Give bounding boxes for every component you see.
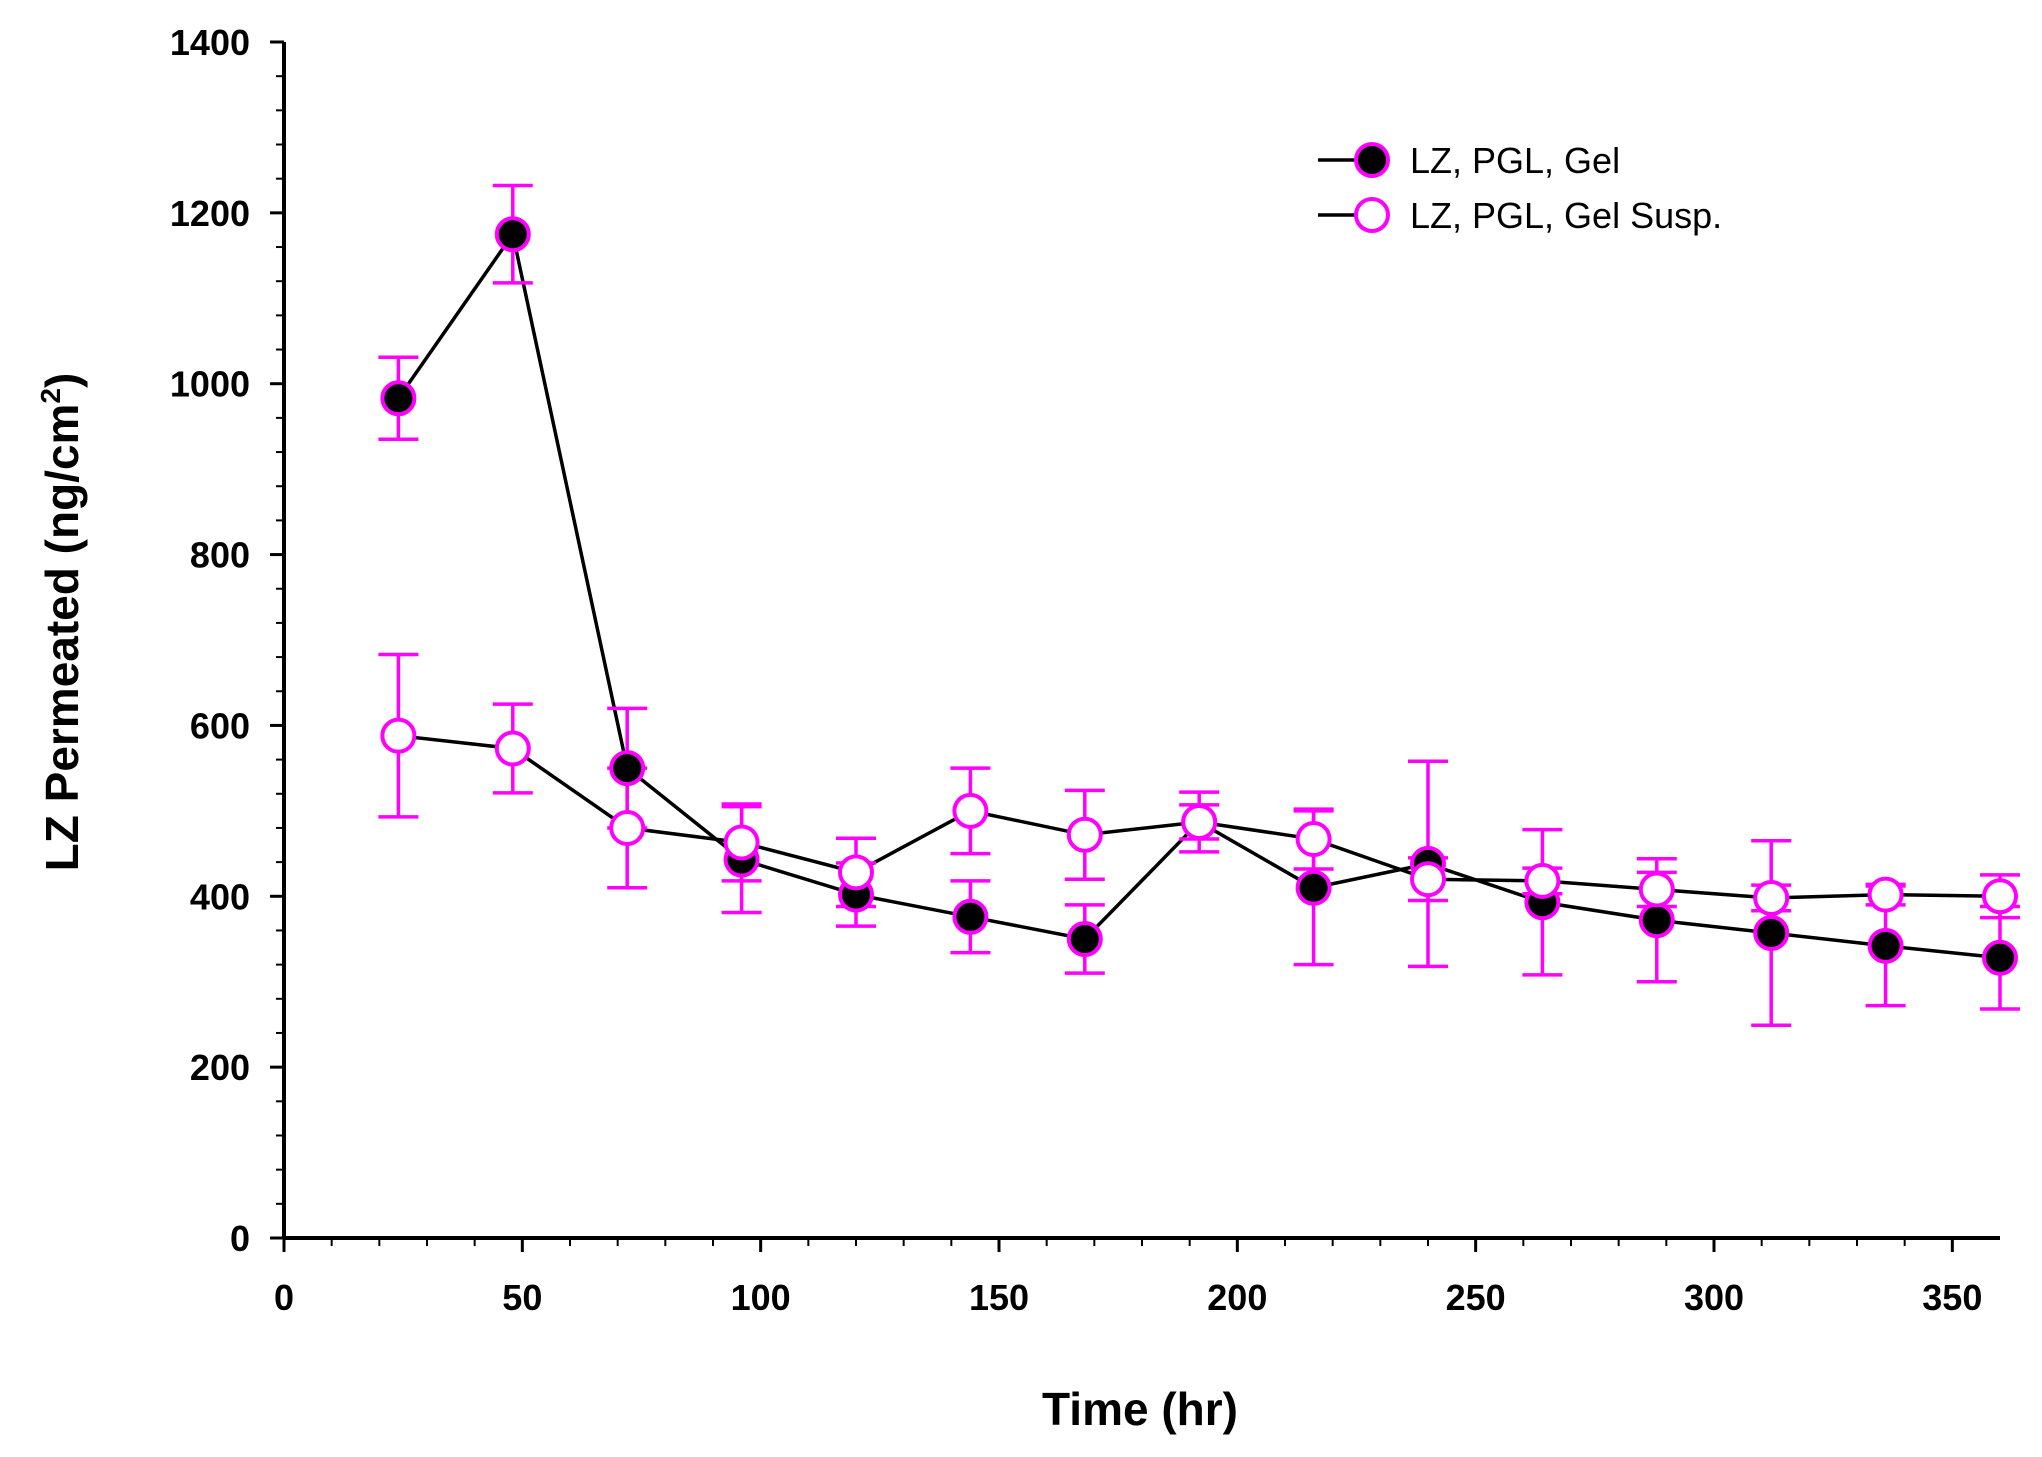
data-point: [1410, 861, 1446, 898]
data-point: [494, 216, 531, 253]
data-point: [1524, 862, 1561, 899]
x-tick-label: 0: [274, 1277, 294, 1318]
data-point: [1638, 871, 1675, 908]
data-point: [1295, 821, 1332, 858]
data-point: [380, 380, 417, 417]
y-tick-label: 1000: [170, 364, 250, 405]
x-tick-label: 100: [731, 1277, 791, 1318]
data-point: [1867, 927, 1904, 964]
y-tick-label: 1200: [170, 193, 250, 234]
data-point: [1982, 878, 2018, 915]
y-tick-label: 800: [190, 535, 250, 576]
data-point: [1066, 921, 1103, 957]
data-point: [952, 792, 989, 829]
x-tick-label: 200: [1207, 1277, 1267, 1318]
y-axis-title-main: LZ Permeated (ng/cm: [36, 404, 88, 872]
y-axis-title-suffix: ): [36, 373, 88, 388]
legend-label: LZ, PGL, Gel: [1410, 140, 1620, 181]
y-tick-label: 400: [190, 876, 250, 917]
legend: LZ, PGL, Gel LZ, PGL, Gel Susp.: [1318, 140, 1722, 236]
x-tick-label: 350: [1922, 1277, 1982, 1318]
data-markers: [380, 216, 2018, 976]
legend-marker: [1354, 197, 1390, 233]
data-point: [609, 809, 646, 846]
data-point: [1638, 902, 1675, 939]
y-axis-title-superscript: 2: [35, 388, 66, 404]
legend-label: LZ, PGL, Gel Susp.: [1410, 195, 1722, 236]
data-point: [1982, 939, 2018, 976]
data-point: [494, 730, 531, 767]
data-point: [1753, 915, 1790, 952]
data-point: [380, 717, 417, 754]
data-point: [1867, 876, 1904, 913]
x-axis-title: Time (hr): [1042, 1383, 1238, 1435]
y-axis-title: LZ Permeated (ng/cm2): [35, 373, 88, 872]
x-tick-label: 50: [502, 1277, 542, 1318]
data-point: [723, 824, 760, 861]
y-tick-label: 1400: [170, 22, 250, 63]
data-point: [1181, 803, 1218, 840]
data-point: [952, 898, 989, 935]
x-tick-label: 300: [1684, 1277, 1744, 1318]
axes: 0 200 400 600 800 1000 1200 1400 0 50 100 150 200 250…: [170, 22, 2000, 1318]
x-tick-label: 250: [1446, 1277, 1506, 1318]
y-tick-label: 0: [230, 1218, 250, 1259]
x-tick-label: 150: [969, 1277, 1029, 1318]
data-point: [609, 750, 646, 787]
data-point: [838, 854, 874, 891]
data-point: [1753, 879, 1790, 916]
y-tick-label: 600: [190, 705, 250, 746]
data-point: [1066, 816, 1103, 853]
data-point: [1295, 869, 1332, 906]
y-tick-label: 200: [190, 1047, 250, 1088]
legend-marker: [1354, 142, 1390, 178]
